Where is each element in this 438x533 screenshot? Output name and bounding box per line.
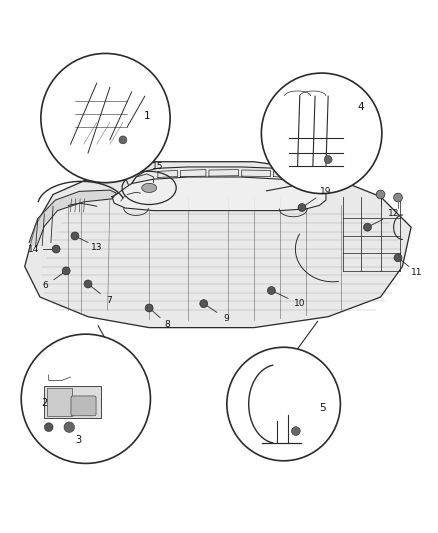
Circle shape [324, 156, 332, 164]
Text: 13: 13 [92, 243, 103, 252]
Text: 2: 2 [41, 398, 47, 408]
Circle shape [64, 422, 74, 432]
Ellipse shape [142, 183, 157, 192]
Text: 19: 19 [320, 187, 332, 196]
Text: 15: 15 [152, 163, 164, 172]
Circle shape [268, 287, 276, 294]
Text: 3: 3 [75, 435, 81, 445]
Text: 1: 1 [144, 111, 150, 121]
Circle shape [84, 280, 92, 288]
Circle shape [145, 304, 153, 312]
Circle shape [62, 267, 70, 275]
Text: 9: 9 [223, 314, 229, 323]
Text: 8: 8 [165, 320, 170, 329]
FancyBboxPatch shape [46, 388, 72, 416]
Circle shape [298, 204, 306, 212]
Text: 4: 4 [357, 102, 364, 112]
Circle shape [119, 136, 127, 144]
Circle shape [227, 348, 340, 461]
Circle shape [364, 223, 371, 231]
Circle shape [291, 427, 300, 435]
Text: 6: 6 [42, 281, 48, 290]
Text: 7: 7 [106, 296, 112, 305]
Circle shape [394, 254, 402, 262]
Text: 12: 12 [388, 209, 399, 219]
Circle shape [71, 232, 79, 240]
Polygon shape [29, 190, 117, 247]
Polygon shape [25, 161, 411, 328]
Circle shape [394, 193, 403, 202]
Circle shape [44, 423, 53, 432]
FancyBboxPatch shape [44, 386, 101, 418]
Circle shape [261, 73, 382, 193]
Text: 14: 14 [28, 245, 39, 254]
Polygon shape [112, 177, 326, 211]
Circle shape [52, 245, 60, 253]
Circle shape [21, 334, 150, 463]
Circle shape [200, 300, 208, 308]
FancyBboxPatch shape [71, 396, 96, 416]
Text: 5: 5 [320, 403, 326, 414]
Circle shape [41, 53, 170, 183]
Text: 10: 10 [294, 300, 305, 309]
Circle shape [376, 190, 385, 199]
Text: 11: 11 [411, 268, 422, 277]
